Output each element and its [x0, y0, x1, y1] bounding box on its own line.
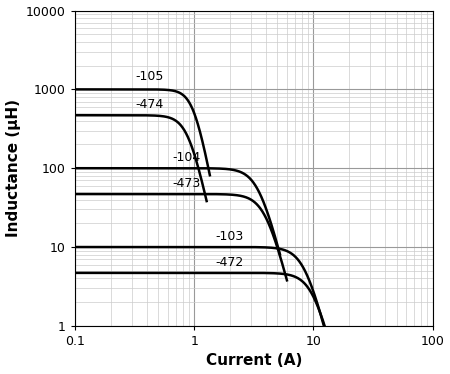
X-axis label: Current (A): Current (A) [206, 353, 302, 368]
Y-axis label: Inductance (μH): Inductance (μH) [5, 99, 21, 237]
Text: -472: -472 [215, 256, 243, 269]
Text: -105: -105 [135, 70, 164, 83]
Text: -103: -103 [215, 230, 243, 242]
Text: -104: -104 [172, 151, 200, 164]
Text: -474: -474 [135, 98, 163, 111]
Text: -473: -473 [172, 177, 200, 190]
